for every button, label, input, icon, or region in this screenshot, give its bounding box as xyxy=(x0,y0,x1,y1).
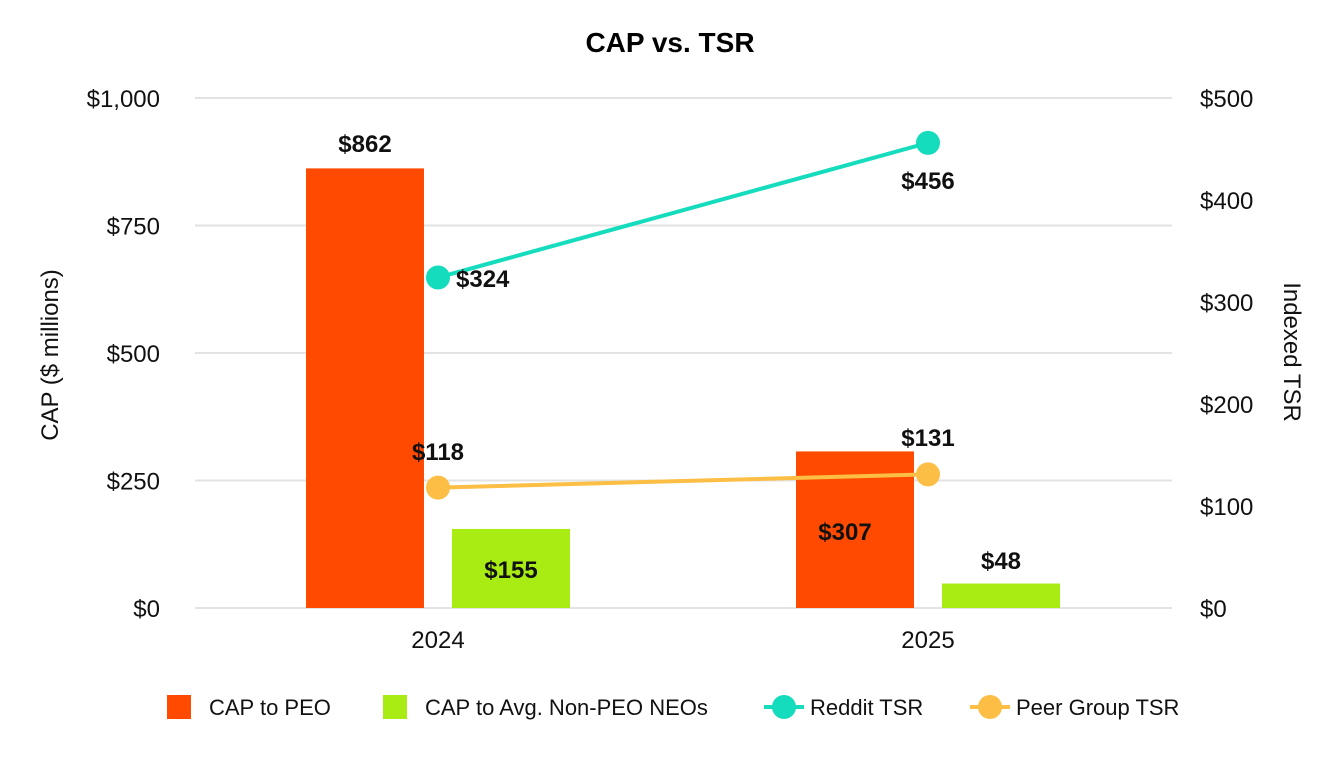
x-tick-label: 2025 xyxy=(901,627,954,654)
x-tick-label: 2024 xyxy=(411,627,464,654)
bar-data-label: $862 xyxy=(338,131,391,158)
bar-data-label: $307 xyxy=(818,519,871,546)
legend-marker xyxy=(978,695,1002,719)
bar-cap-to-avg-non-peo-neos xyxy=(942,583,1060,608)
bar-data-label: $48 xyxy=(981,548,1021,575)
bar-cap-to-avg-non-peo-neos xyxy=(452,528,570,608)
point-reddit-tsr xyxy=(426,265,450,290)
legend-label: CAP to Avg. Non-PEO NEOs xyxy=(425,695,708,720)
right-tick-label: $200 xyxy=(1200,392,1253,419)
line-peer-group-tsr xyxy=(437,472,929,490)
right-tick-label: $0 xyxy=(1200,596,1227,623)
left-axis-title: CAP ($ millions) xyxy=(37,269,64,441)
right-tick-label: $400 xyxy=(1200,188,1253,215)
right-axis-title: Indexed TSR xyxy=(1278,282,1305,422)
legend-label: Peer Group TSR xyxy=(1016,695,1179,720)
line-data-label: $118 xyxy=(412,439,464,466)
line-data-label: $324 xyxy=(456,266,510,293)
data-labels: $862 $307 $155 $48 $324 $456 $118 $131 xyxy=(338,131,1021,584)
bar-data-label: $155 xyxy=(484,557,537,584)
right-tick-label: $300 xyxy=(1200,290,1253,317)
left-tick-label: $500 xyxy=(107,341,160,368)
legend-marker xyxy=(772,695,796,719)
point-reddit-tsr xyxy=(916,130,940,155)
chart-title: CAP vs. TSR xyxy=(585,27,754,58)
legend-label: Reddit TSR xyxy=(810,695,923,720)
left-tick-label: $1,000 xyxy=(87,86,160,113)
point-peer-group-tsr xyxy=(916,462,940,487)
line-reddit-tsr xyxy=(437,140,929,280)
right-tick-label: $100 xyxy=(1200,494,1253,521)
left-tick-label: $0 xyxy=(133,596,160,623)
left-tick-label: $750 xyxy=(107,214,160,241)
legend-label: CAP to PEO xyxy=(209,695,331,720)
line-data-label: $456 xyxy=(901,168,954,195)
right-tick-label: $500 xyxy=(1200,86,1253,113)
tsr-lines xyxy=(426,130,940,500)
axes: CAP ($ millions) Indexed TSR $0 $250 $500 $… xyxy=(37,86,1305,654)
bars xyxy=(306,168,1060,608)
legend-swatch xyxy=(383,695,407,719)
line-data-label: $131 xyxy=(901,425,954,452)
bar-cap-to-peo xyxy=(306,168,424,608)
legend-swatch xyxy=(167,695,191,719)
left-tick-label: $250 xyxy=(107,469,160,496)
point-peer-group-tsr xyxy=(426,475,450,500)
legend: CAP to PEO CAP to Avg. Non-PEO NEOs Reddit… xyxy=(167,695,1179,720)
